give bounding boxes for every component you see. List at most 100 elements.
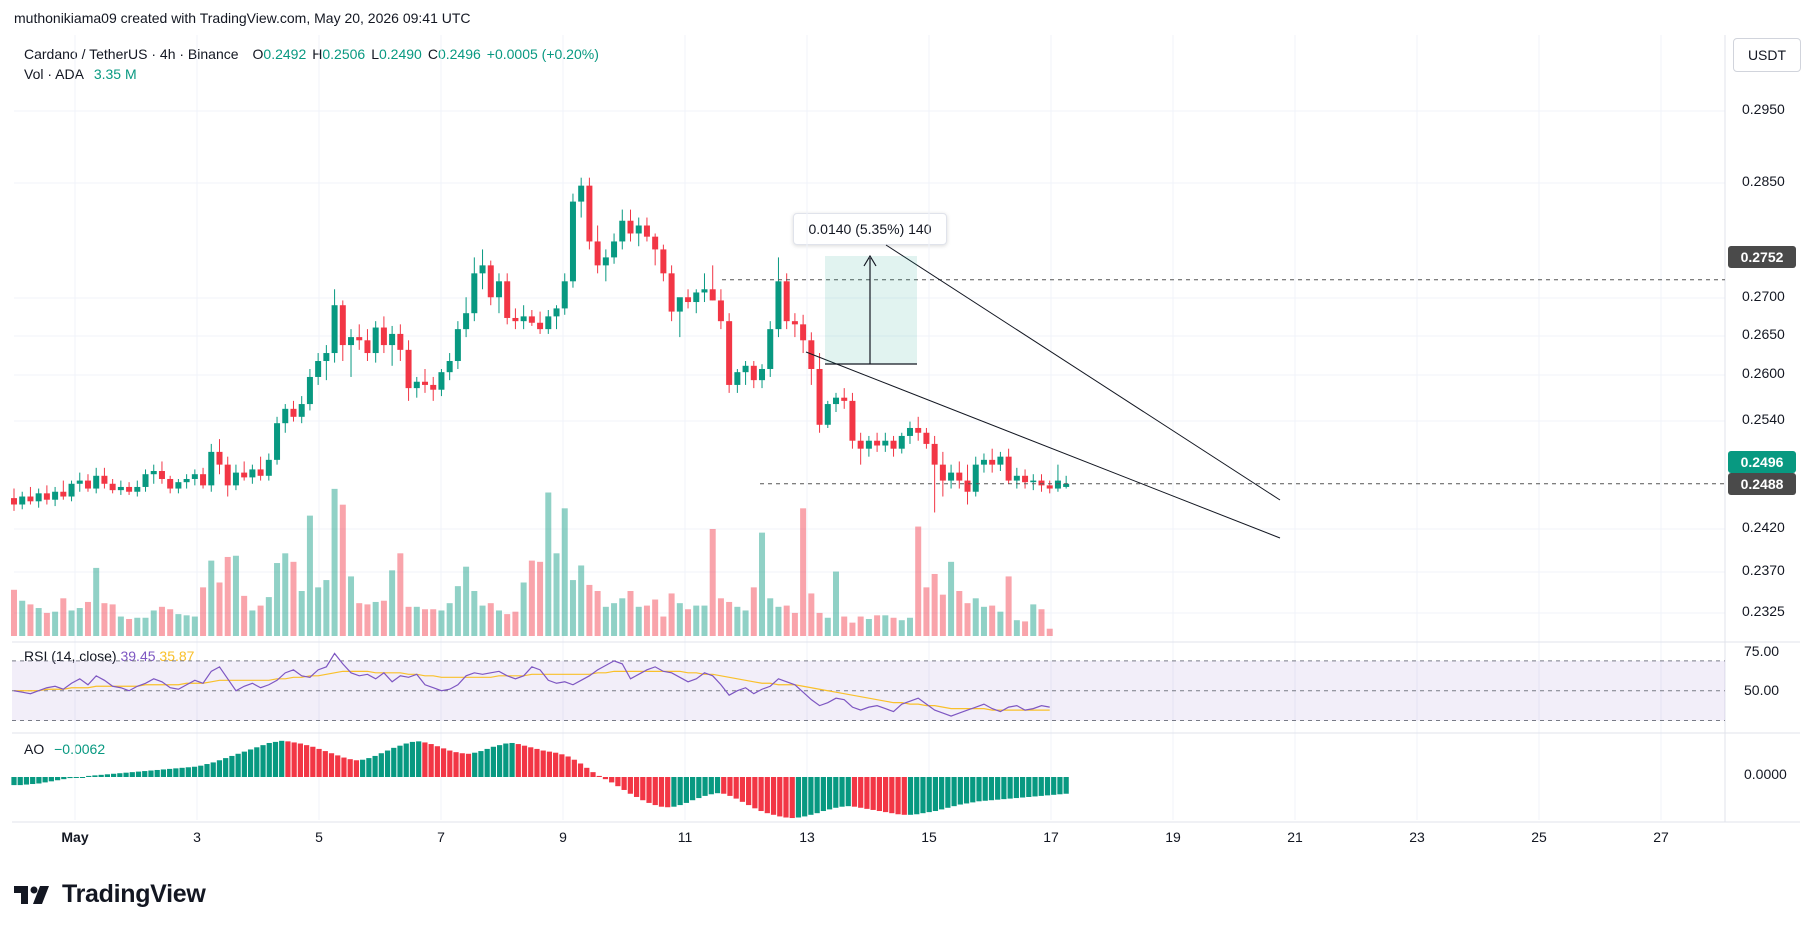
candle-body [290,408,297,417]
ao-bar [191,766,198,777]
rsi-legend[interactable]: RSI (14, close) 39.45 35.87 [24,648,194,664]
ao-bar [496,745,503,777]
drawings [722,244,1725,539]
volume-label[interactable]: Vol · ADA [24,66,84,82]
ao-bar [665,777,671,808]
volume-bar [257,605,264,636]
ao-bar [802,777,808,817]
volume-bar [356,603,363,636]
ao-bar [98,774,104,777]
candle-body [93,475,100,489]
volume-bar [643,605,650,636]
candle-body [241,472,248,478]
ao-bar [316,748,322,777]
ao-bar [247,749,254,777]
ao-legend[interactable]: AO −0.0062 [24,741,105,757]
volume-bar [241,595,248,636]
volume-bar [126,618,133,636]
ao-bar [322,751,328,777]
ao-bar [1051,777,1057,795]
ao-bar [727,777,733,796]
volume-bar [553,553,560,636]
candle-body [611,241,618,258]
candle-body [109,483,116,491]
brand-name: TradingView [62,880,206,908]
candle-body [750,365,757,381]
symbol-name[interactable]: Cardano / TetherUS · 4h · Binance [24,46,239,62]
candle-body [652,236,659,250]
volume-bar [422,609,428,636]
volume-bar [939,594,946,636]
price-tick: 0.2540 [1742,411,1785,427]
volume-bar [479,605,486,636]
volume-bar [586,584,593,636]
candle-body [126,486,133,492]
ao-bar [1007,777,1013,799]
candle-body [931,443,938,465]
ao-bar [384,750,391,777]
ao-bar [1032,777,1038,797]
date-tick: 3 [193,829,201,845]
ao-bar [951,777,957,807]
volume-bar [627,591,634,636]
volume-bar [964,603,971,636]
volume-bar [52,611,59,636]
candle-body [948,472,955,481]
volume-bar [742,610,749,636]
candle-body [1013,475,1020,481]
ao-bar [241,751,247,777]
candle-body [759,368,766,381]
volume-bar [1022,621,1029,636]
volume-bar [504,614,511,636]
candle-body [274,423,281,460]
ao-bar [36,777,42,784]
volume-bar [117,616,124,636]
candle-body [224,464,231,486]
volume-bar [463,566,470,636]
volume-bar [11,589,17,636]
ao-bar [391,747,397,777]
ao-bar [1013,777,1019,799]
ao-bar [521,745,528,777]
volume-bar [158,606,165,636]
ao-bar [995,777,1001,800]
rsi-label: RSI (14, close) [24,648,117,664]
measure-tooltip: 0.0140 (5.35%) 140 [793,213,947,245]
ao-bar [746,777,752,806]
candle-body [183,478,190,483]
candle-body [504,281,511,318]
ao-bar [565,756,571,777]
volume-bar [389,570,396,636]
header-credit: muthonikiama09 created with TradingView.… [14,10,471,26]
volume-bar [323,580,330,636]
ao-bar [789,777,795,819]
currency-selector[interactable]: USDT [1733,38,1801,72]
ao-bar [422,742,428,777]
candle-body [150,471,157,475]
candle-body [520,316,527,322]
ao-bar [198,765,204,777]
ao-bar [297,743,303,777]
candle-body [742,365,749,373]
candle-body [800,324,807,341]
ao-bar [970,777,976,803]
rsi-lines [13,652,1050,717]
price-tick: 0.2650 [1742,326,1785,342]
volume-bar [882,615,889,636]
volume-bar [413,606,420,636]
ao-bar [534,748,540,777]
ao-bar [640,777,646,801]
candle-body [939,464,946,481]
ao-bar [795,777,802,818]
rsi-ma-line [14,670,1050,711]
ao-bar [515,744,521,777]
candle-body [1022,475,1029,483]
ao-bar [409,741,416,777]
ao-bar [478,751,484,777]
date-tick: 21 [1287,829,1303,845]
candle-body [997,456,1004,465]
ao-bar [285,741,291,777]
candle-body [134,486,141,492]
ao-bar [901,777,907,815]
